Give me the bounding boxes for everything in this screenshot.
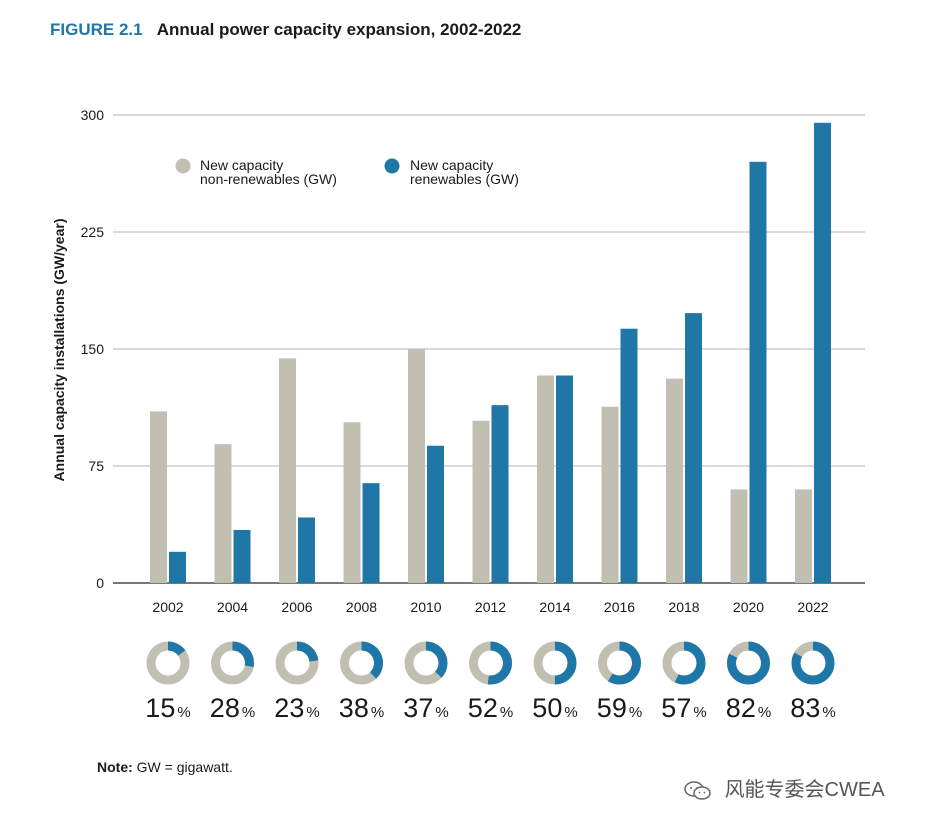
share-donut-2012: [469, 641, 512, 685]
bar-renewable-2002: [169, 551, 186, 583]
legend-label: non-renewables (GW): [200, 171, 337, 187]
share-label-2002: 15%: [145, 693, 190, 723]
donut-renewable-arc: [791, 641, 835, 685]
share-donut-2006: [275, 641, 319, 685]
legend-label: New capacity: [410, 157, 493, 173]
donut-renewable-arc: [662, 641, 706, 685]
x-tick-label-2018: 2018: [668, 599, 699, 615]
donut-renewable-arc: [598, 641, 641, 685]
bar-non-renewable-2002: [150, 411, 167, 583]
share-donut-2020: [727, 641, 770, 685]
figure-label: FIGURE 2.1: [50, 20, 143, 39]
bar-renewable-2006: [298, 517, 315, 583]
bar-non-renewable-2018: [666, 378, 683, 583]
bar-non-renewable-2012: [472, 420, 490, 583]
bar-non-renewable-2006: [279, 358, 296, 583]
bar-renewable-2008: [362, 483, 380, 583]
watermark: 风能专委会CWEA: [683, 773, 885, 802]
x-tick-label-2006: 2006: [281, 599, 312, 615]
donut-renewable-arc: [340, 641, 383, 685]
bar-renewable-2022: [814, 122, 831, 584]
bar-renewable-2010: [427, 445, 444, 583]
share-donut-2016: [598, 641, 641, 685]
y-tick-label: 0: [96, 575, 104, 591]
bar-renewable-2018: [685, 313, 702, 583]
bar-non-renewable-2010: [408, 349, 425, 583]
figure-title-text: Annual power capacity expansion, 2002-20…: [156, 20, 522, 39]
legend-label: New capacity: [200, 157, 283, 173]
share-label-2006: 23%: [274, 693, 319, 723]
donut-renewable-arc: [211, 641, 254, 685]
watermark-text: 风能专委会CWEA: [724, 779, 885, 801]
legend-marker-renewable: [384, 158, 400, 174]
share-label-2022: 83%: [790, 693, 835, 723]
donut-renewable-arc: [404, 641, 448, 685]
y-tick-label: 75: [88, 458, 104, 474]
donut-renewable-arc: [727, 641, 770, 685]
bar-renewable-2012: [491, 405, 509, 583]
x-tick-label-2004: 2004: [217, 599, 248, 615]
share-label-2008: 38%: [339, 693, 384, 723]
note-label: Note:: [97, 759, 133, 775]
figure-note: Note: GW = gigawatt.: [97, 759, 233, 775]
share-label-2004: 28%: [210, 693, 255, 723]
y-tick-label: 225: [81, 224, 105, 240]
y-tick-label: 300: [81, 107, 105, 123]
share-donut-2014: [533, 641, 577, 685]
share-label-2016: 59%: [597, 693, 642, 723]
bar-non-renewable-2020: [730, 489, 748, 583]
legend-marker-non-renewable: [175, 158, 191, 174]
x-tick-label-2022: 2022: [797, 599, 828, 615]
donut-renewable-arc: [533, 641, 577, 685]
share-donut-2008: [340, 641, 383, 685]
share-donut-2022: [791, 641, 835, 685]
donut-renewable-arc: [146, 641, 190, 685]
bar-non-renewable-2022: [795, 489, 812, 583]
bar-renewable-2020: [749, 161, 767, 584]
share-label-2020: 82%: [726, 693, 771, 723]
bar-renewable-2004: [233, 529, 251, 583]
x-tick-label-2002: 2002: [152, 599, 183, 615]
bar-non-renewable-2004: [214, 444, 232, 583]
bar-renewable-2016: [620, 328, 638, 583]
x-tick-labels: 2002 2004 2006 2008 2010 2012 2014 2016 2018 2020…: [152, 599, 828, 615]
wechat-icon: [684, 780, 711, 800]
note-text: GW = gigawatt.: [136, 759, 233, 775]
x-tick-label-2020: 2020: [733, 599, 764, 615]
y-tick-label: 150: [81, 341, 105, 357]
share-label-2010: 37%: [403, 693, 448, 723]
bars: [150, 122, 831, 584]
share-label-2012: 52%: [468, 693, 513, 723]
bar-renewable-2014: [556, 375, 573, 583]
share-label-2014: 50%: [532, 693, 577, 723]
share-donut-2018: [662, 641, 706, 685]
share-donut-2002: [146, 641, 190, 685]
donut-renewable-arc: [275, 641, 319, 685]
donut-renewable-arc: [469, 641, 512, 685]
y-axis-label: Annual capacity installations (GW/year): [51, 219, 67, 482]
x-tick-label-2010: 2010: [410, 599, 441, 615]
renewable-share-donuts: 15% 28% 23% 38% 37% 52% 50% 59% 57% 82% 83%: [145, 641, 836, 723]
legend-label: renewables (GW): [410, 171, 519, 187]
share-donut-2004: [211, 641, 254, 685]
bar-non-renewable-2014: [537, 375, 554, 583]
x-tick-label-2016: 2016: [604, 599, 635, 615]
x-tick-label-2008: 2008: [346, 599, 377, 615]
bar-non-renewable-2008: [343, 422, 361, 583]
share-label-2018: 57%: [661, 693, 706, 723]
x-tick-label-2012: 2012: [475, 599, 506, 615]
share-donut-2010: [404, 641, 448, 685]
x-tick-label-2014: 2014: [539, 599, 570, 615]
bar-non-renewable-2016: [601, 406, 619, 583]
figure-title: FIGURE 2.1 Annual power capacity expansi…: [50, 20, 521, 40]
